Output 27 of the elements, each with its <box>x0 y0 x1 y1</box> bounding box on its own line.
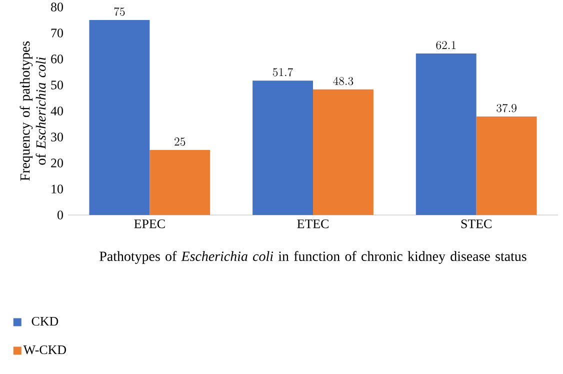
bar <box>476 116 537 215</box>
data-label: 51 .7 <box>272 68 294 76</box>
y-tick-label: 30 <box>51 132 63 142</box>
y-tick-label: 10 <box>52 184 63 194</box>
bar <box>150 150 210 215</box>
data-label: 75 <box>114 7 125 16</box>
x-tick-label: EPEC <box>134 220 165 228</box>
bar <box>252 80 314 215</box>
data-label: 37.9 <box>496 104 516 112</box>
bar <box>89 20 150 215</box>
y-tick-label: 20 <box>51 158 63 168</box>
y-tick-label: 50 <box>51 80 63 90</box>
bar <box>416 54 476 215</box>
legend-label: W-CKD <box>23 345 66 354</box>
y-tick-label: 0 <box>58 210 63 220</box>
data-label: 48.3 <box>333 76 354 86</box>
y-tick-label: 60 <box>51 54 63 64</box>
data-label: 62. 1 <box>436 41 456 50</box>
legend-label: CKD <box>32 316 58 326</box>
x-tick-label: ETEC <box>297 220 328 228</box>
y-tick-label: 40 <box>50 106 63 116</box>
y-tick-label: 70 <box>51 28 63 38</box>
bar <box>313 89 374 215</box>
x-axis-title: Pathotypes of Escherichia coli in function of chronic kidney disease status <box>100 251 526 264</box>
x-tick-label: STEC <box>461 220 492 228</box>
data-label: 25 <box>174 138 186 146</box>
y-tick-label: 80 <box>51 2 63 12</box>
